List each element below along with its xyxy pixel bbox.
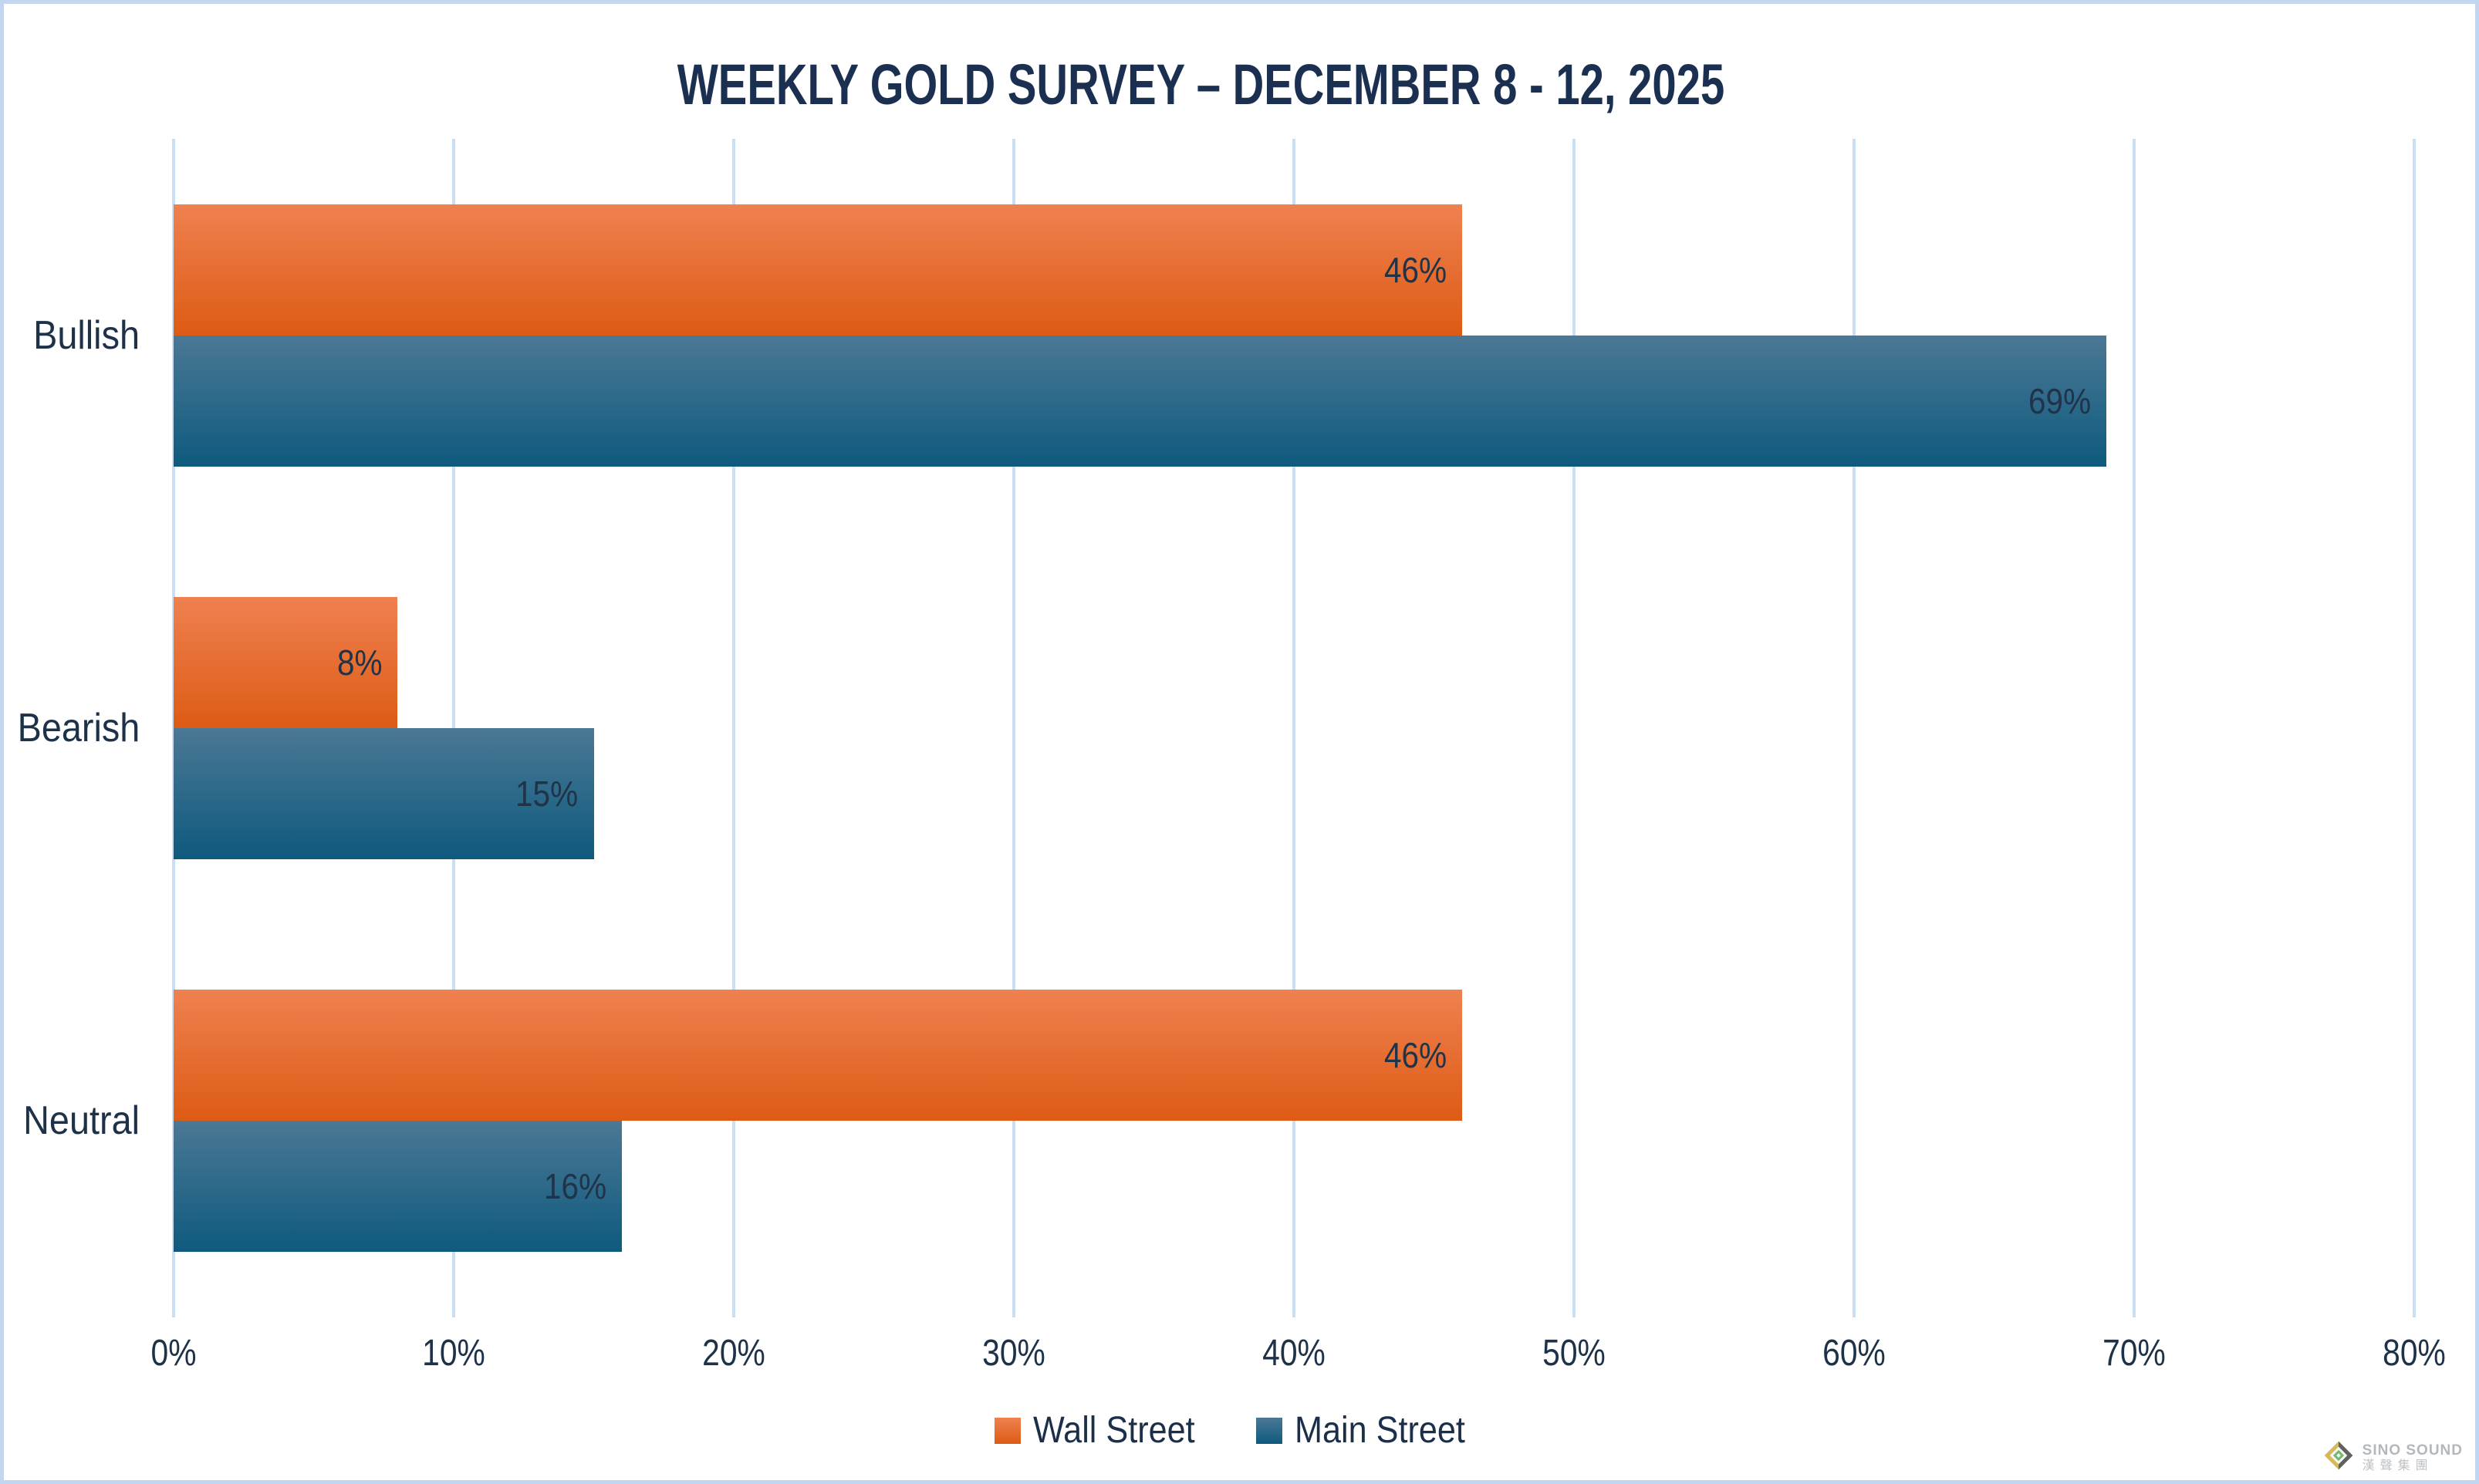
gridline (2133, 139, 2136, 1317)
bar-value-label: 46% (1383, 1035, 1447, 1076)
x-tick-label: 20% (702, 1333, 765, 1374)
x-axis-tick-labels: 0% 10% 20% 30% 40% 50% 60% 70% 80% (151, 1332, 2446, 1386)
chart-title: WEEKLY GOLD SURVEY – DECEMBER 8 - 12, 20… (677, 52, 1725, 116)
x-tick-label: 80% (2383, 1333, 2446, 1374)
category-label-bearish: Bearish (17, 706, 140, 750)
gridline (1012, 139, 1015, 1317)
legend-label-main-street: Main Street (1295, 1410, 1466, 1451)
bar-wall-street-neutral: 46% (174, 990, 1462, 1121)
diamond-logo-icon (2322, 1439, 2355, 1476)
bar-main-street-neutral: 16% (174, 1121, 622, 1253)
bar-value-label: 15% (515, 774, 579, 814)
legend-swatch-wall-street (995, 1417, 1022, 1444)
gridline (1572, 139, 1576, 1317)
legend-item-main-street: Main Street (1256, 1409, 1484, 1452)
watermark-text: SINO SOUND 漢聲集團 (2362, 1443, 2463, 1472)
x-tick-label: 60% (1822, 1333, 1886, 1374)
gridline (1292, 139, 1295, 1317)
x-tick-label: 30% (982, 1333, 1045, 1374)
legend-label-wall-street: Wall Street (1033, 1410, 1195, 1451)
legend-swatch-main-street (1256, 1417, 1283, 1444)
bar-main-street-bearish: 15% (174, 728, 594, 859)
bar-value-label: 16% (543, 1166, 606, 1207)
bar-wall-street-bearish: 8% (174, 597, 398, 728)
legend: Wall Street Main Street (4, 1409, 2475, 1452)
bar-value-label: 46% (1383, 249, 1447, 290)
plot-area: 46% 69% 8% 15% 46% 16% (172, 139, 2416, 1317)
bar-main-street-bullish: 69% (174, 335, 2106, 467)
category-label-neutral: Neutral (23, 1098, 140, 1144)
category-label-bullish: Bullish (33, 312, 140, 358)
x-tick-label: 0% (150, 1333, 197, 1374)
watermark-line2: 漢聲集團 (2362, 1459, 2433, 1472)
watermark: SINO SOUND 漢聲集團 (2322, 1439, 2463, 1476)
gridline (2413, 139, 2416, 1317)
x-tick-label: 70% (2102, 1333, 2166, 1374)
y-axis-category-labels: Bullish Bearish Neutral (4, 139, 140, 1317)
x-tick-label: 40% (1262, 1333, 1326, 1374)
watermark-line1: SINO SOUND (2362, 1442, 2463, 1459)
gridline (1852, 139, 1856, 1317)
bar-wall-street-bullish: 46% (174, 204, 1462, 336)
bar-value-label: 8% (336, 643, 383, 683)
bar-value-label: 69% (2028, 380, 2091, 421)
x-tick-label: 10% (422, 1333, 485, 1374)
x-tick-label: 50% (1542, 1333, 1606, 1374)
gridline (732, 139, 735, 1317)
legend-item-wall-street: Wall Street (995, 1409, 1213, 1452)
